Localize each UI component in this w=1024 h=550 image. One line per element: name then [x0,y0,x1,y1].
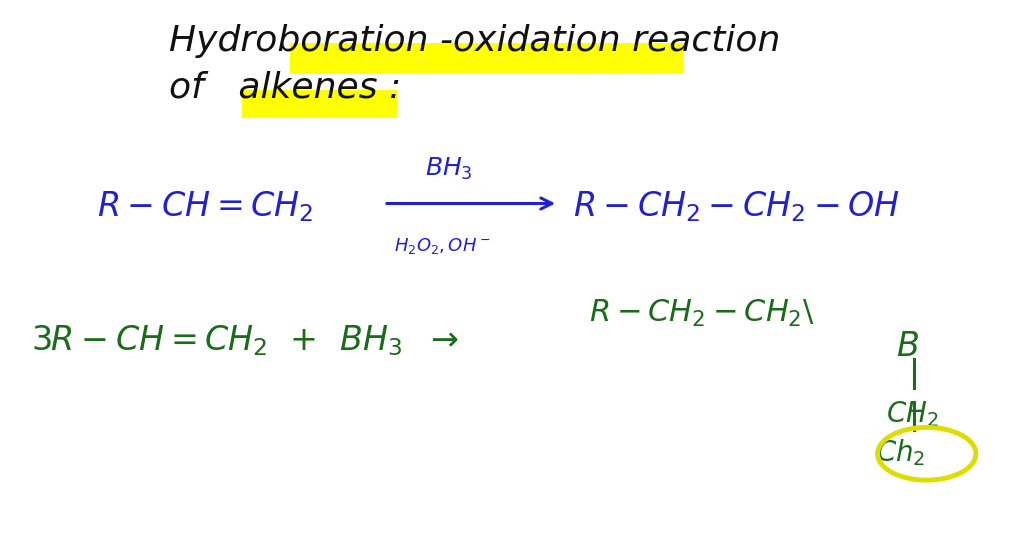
Text: $BH_3$: $BH_3$ [425,155,473,182]
Text: of   alkenes :: of alkenes : [169,70,401,104]
Text: $H_2O_2, OH^-$: $H_2O_2, OH^-$ [394,236,490,256]
FancyBboxPatch shape [290,43,683,73]
Text: $CH_2$: $CH_2$ [886,399,938,428]
Text: $R-CH=CH_2$: $R-CH=CH_2$ [97,189,313,224]
Text: Hydroboration -oxidation reaction: Hydroboration -oxidation reaction [169,24,780,58]
Text: $3R-CH=CH_2$  $+$  $BH_3$  $\rightarrow$: $3R-CH=CH_2$ $+$ $BH_3$ $\rightarrow$ [31,323,459,359]
Text: $B$: $B$ [896,330,919,363]
Text: $Ch_2$: $Ch_2$ [876,437,925,468]
FancyBboxPatch shape [242,90,397,118]
Text: $R-CH_2-CH_2-OH$: $R-CH_2-CH_2-OH$ [573,189,900,224]
Text: $R-CH_2-CH_2$$\backslash$: $R-CH_2-CH_2$$\backslash$ [589,298,814,329]
